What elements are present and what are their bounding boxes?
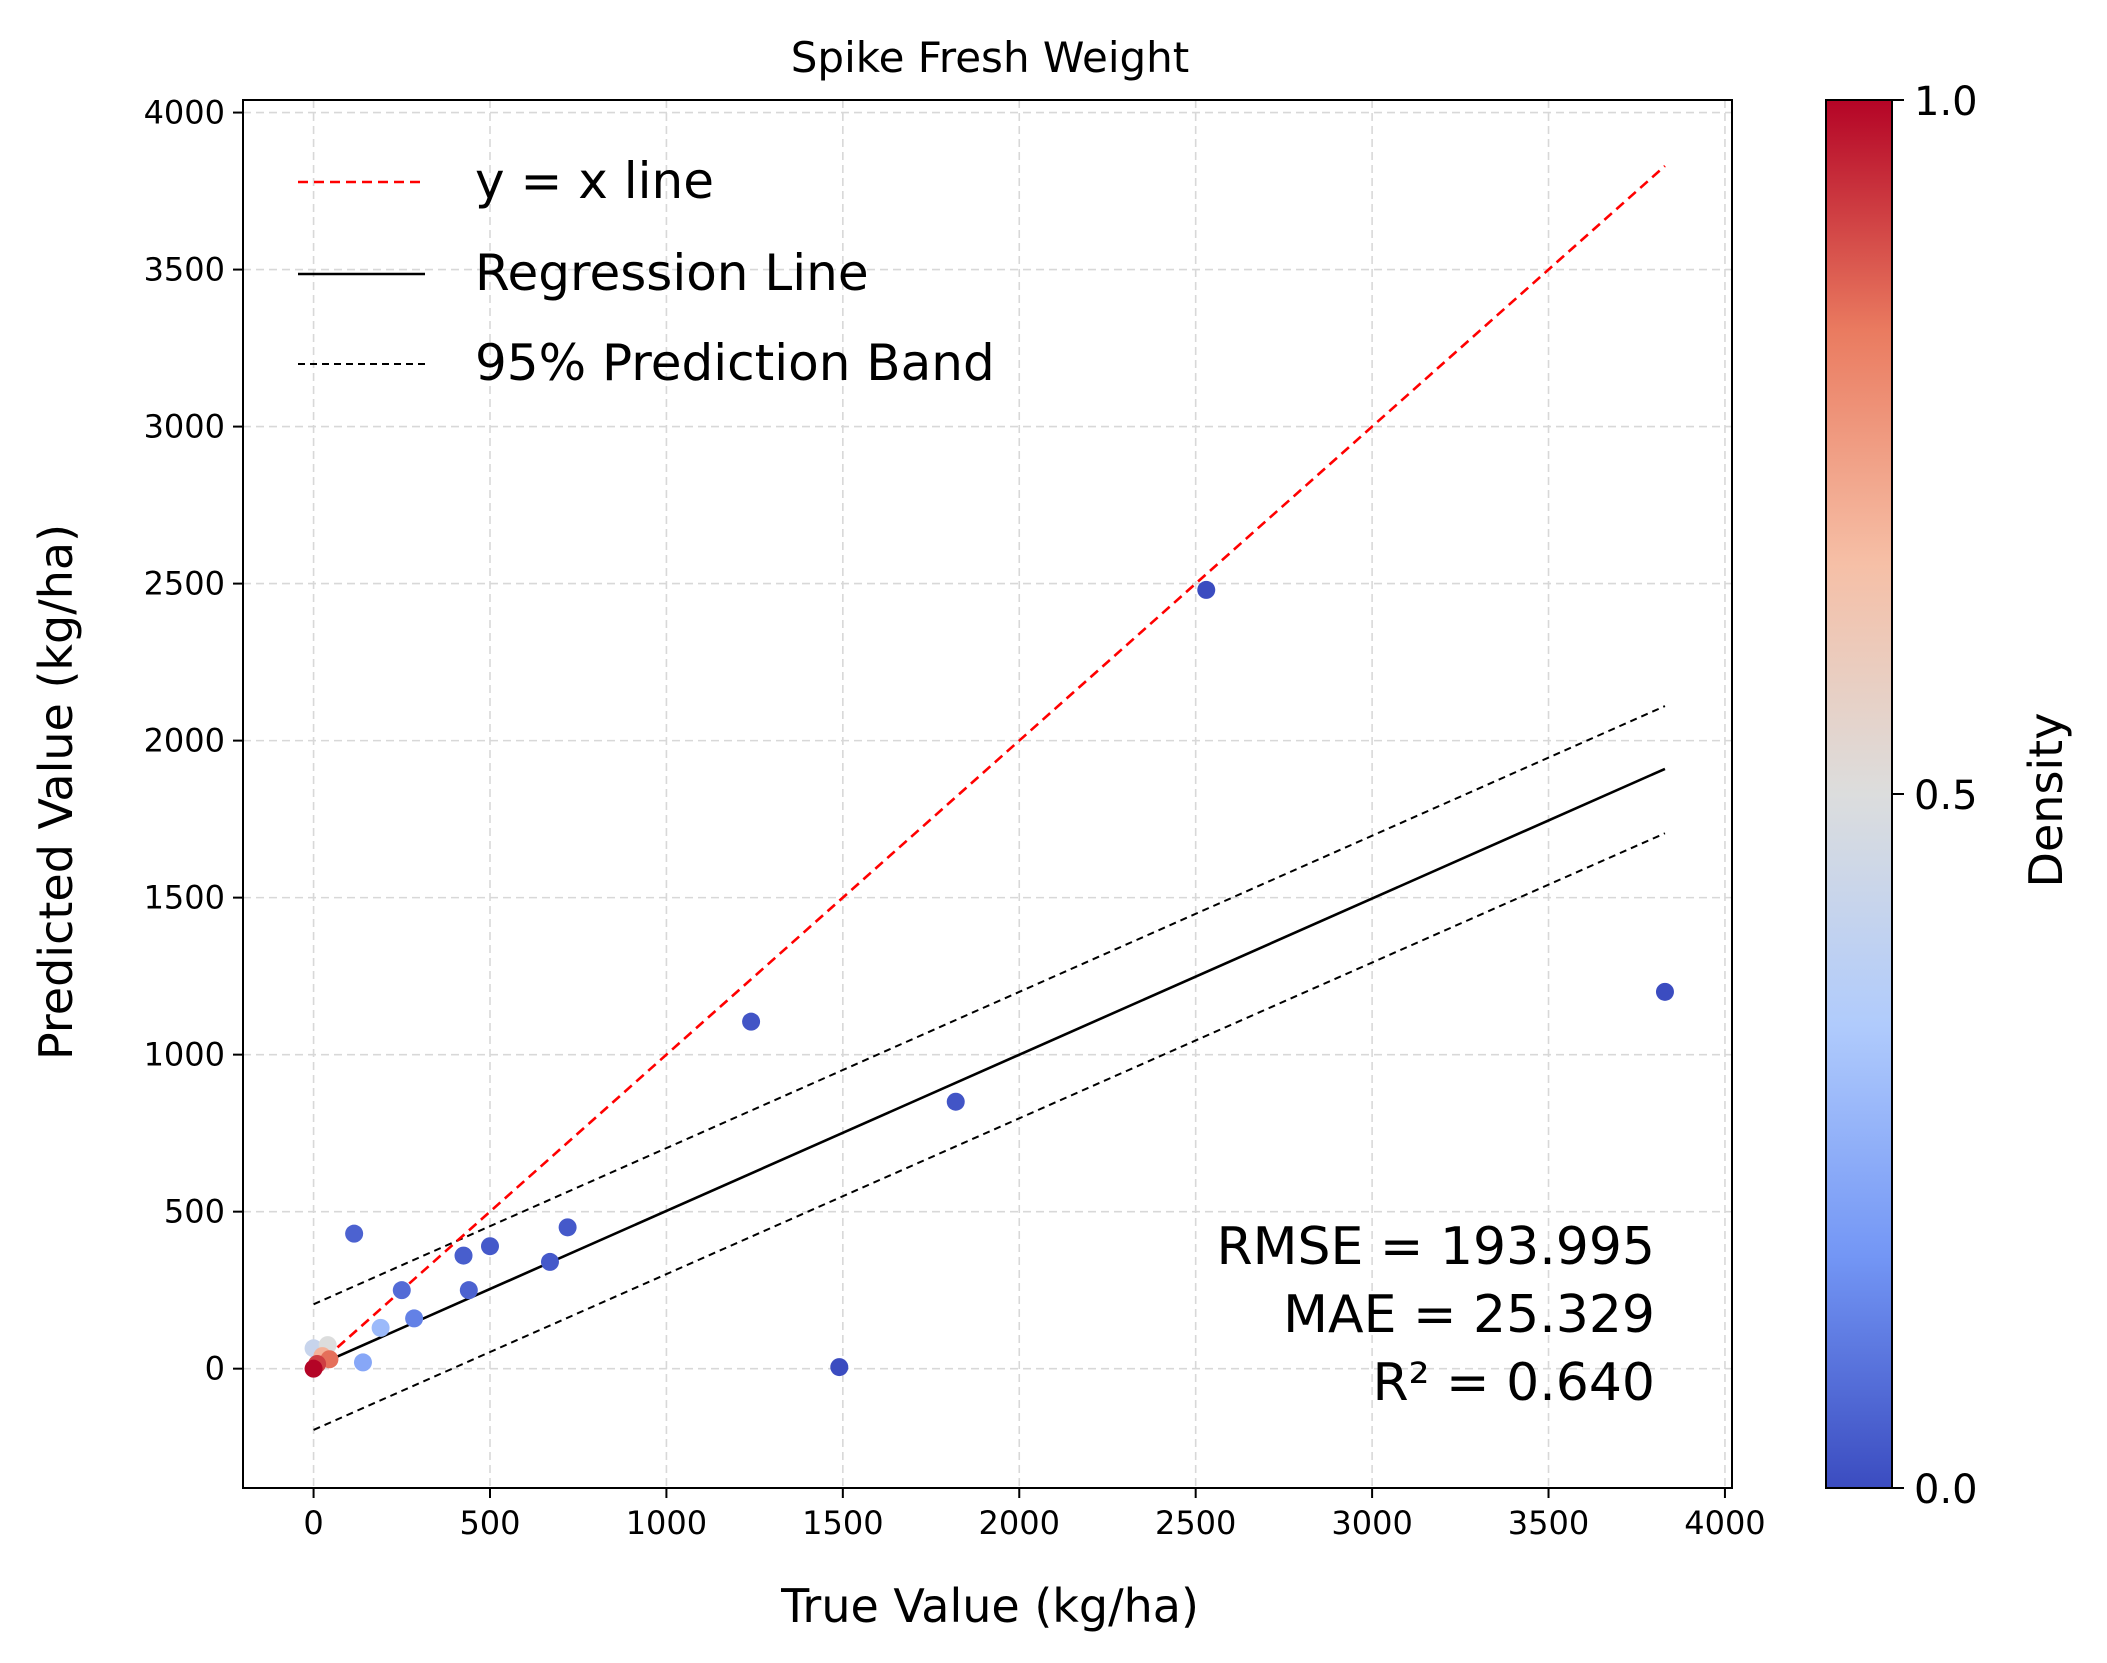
scatter-point bbox=[830, 1358, 849, 1377]
prediction-band-lower bbox=[313, 832, 1666, 1431]
legend-label-band: 95% Prediction Band bbox=[475, 334, 995, 392]
mae-text: MAE = 25.329 bbox=[1283, 1285, 1655, 1345]
scatter-point bbox=[392, 1281, 411, 1300]
regression-line bbox=[313, 767, 1666, 1369]
y-tick-label: 3000 bbox=[144, 408, 225, 446]
colorbar-ticks: 0.0 0.5 1.0 bbox=[1892, 79, 1978, 1513]
stats-annotation: RMSE = 193.995 MAE = 25.329 R² = 0.640 bbox=[1216, 1217, 1655, 1413]
prediction-band-upper bbox=[313, 705, 1666, 1306]
lines-layer bbox=[312, 164, 1666, 1431]
x-tick-label: 1000 bbox=[626, 1504, 707, 1542]
x-tick-label: 0 bbox=[303, 1504, 323, 1542]
x-tick-label: 2500 bbox=[1155, 1504, 1236, 1542]
y-tick-label: 0 bbox=[205, 1350, 225, 1388]
scatter-point bbox=[480, 1237, 499, 1256]
y-tick-label: 3500 bbox=[144, 251, 225, 289]
scatter-point bbox=[540, 1252, 559, 1271]
scatter-point bbox=[353, 1353, 372, 1372]
colorbar-label: Density bbox=[2019, 713, 2073, 888]
y-tick-label: 2500 bbox=[144, 565, 225, 603]
x-tick-label: 4000 bbox=[1684, 1504, 1765, 1542]
scatter-point bbox=[304, 1359, 323, 1378]
scatter-point bbox=[459, 1281, 478, 1300]
scatter-point bbox=[742, 1012, 761, 1031]
grid bbox=[243, 100, 1732, 1488]
scatter-point bbox=[558, 1218, 577, 1237]
scatter-point bbox=[454, 1246, 473, 1265]
colorbar-tick-label: 1.0 bbox=[1914, 79, 1978, 125]
colorbar: 0.0 0.5 1.0 Density bbox=[1825, 79, 2073, 1513]
scatter-points bbox=[304, 580, 1674, 1378]
x-tick-label: 3000 bbox=[1331, 1504, 1412, 1542]
rmse-text: RMSE = 193.995 bbox=[1216, 1217, 1655, 1277]
scatter-point bbox=[405, 1309, 424, 1328]
scatter-point bbox=[1197, 580, 1216, 599]
x-tick-label: 500 bbox=[459, 1504, 520, 1542]
x-tick-label: 1500 bbox=[802, 1504, 883, 1542]
legend-label-regression: Regression Line bbox=[475, 244, 869, 302]
x-axis-label: True Value (kg/ha) bbox=[780, 1579, 1199, 1633]
y-tick-label: 1000 bbox=[144, 1036, 225, 1074]
axis-ticks: 0 500 1000 1500 2000 2500 3000 3500 4000 0 500 1000… bbox=[144, 94, 1766, 1542]
chart-title: Spike Fresh Weight bbox=[791, 33, 1189, 82]
colorbar-tick-label: 0.5 bbox=[1914, 773, 1978, 819]
scatter-point bbox=[345, 1224, 364, 1243]
legend: y = x line Regression Line 95% Predictio… bbox=[298, 152, 995, 392]
x-tick-label: 2000 bbox=[979, 1504, 1060, 1542]
legend-label-identity: y = x line bbox=[475, 152, 714, 210]
scatter-point bbox=[1655, 982, 1674, 1001]
identity-line bbox=[312, 164, 1666, 1370]
y-tick-label: 4000 bbox=[144, 94, 225, 132]
scatter-point bbox=[946, 1092, 965, 1111]
y-tick-label: 1500 bbox=[144, 879, 225, 917]
colorbar-tick-label: 0.0 bbox=[1914, 1467, 1978, 1513]
scatter-point bbox=[371, 1318, 390, 1337]
y-axis-label: Predicted Value (kg/ha) bbox=[29, 524, 83, 1060]
colorbar-gradient bbox=[1825, 99, 1893, 1489]
plot-frame bbox=[242, 99, 1733, 1489]
r2-text: R² = 0.640 bbox=[1373, 1353, 1655, 1413]
x-tick-label: 3500 bbox=[1508, 1504, 1589, 1542]
y-tick-label: 2000 bbox=[144, 722, 225, 760]
y-tick-label: 500 bbox=[164, 1193, 225, 1231]
